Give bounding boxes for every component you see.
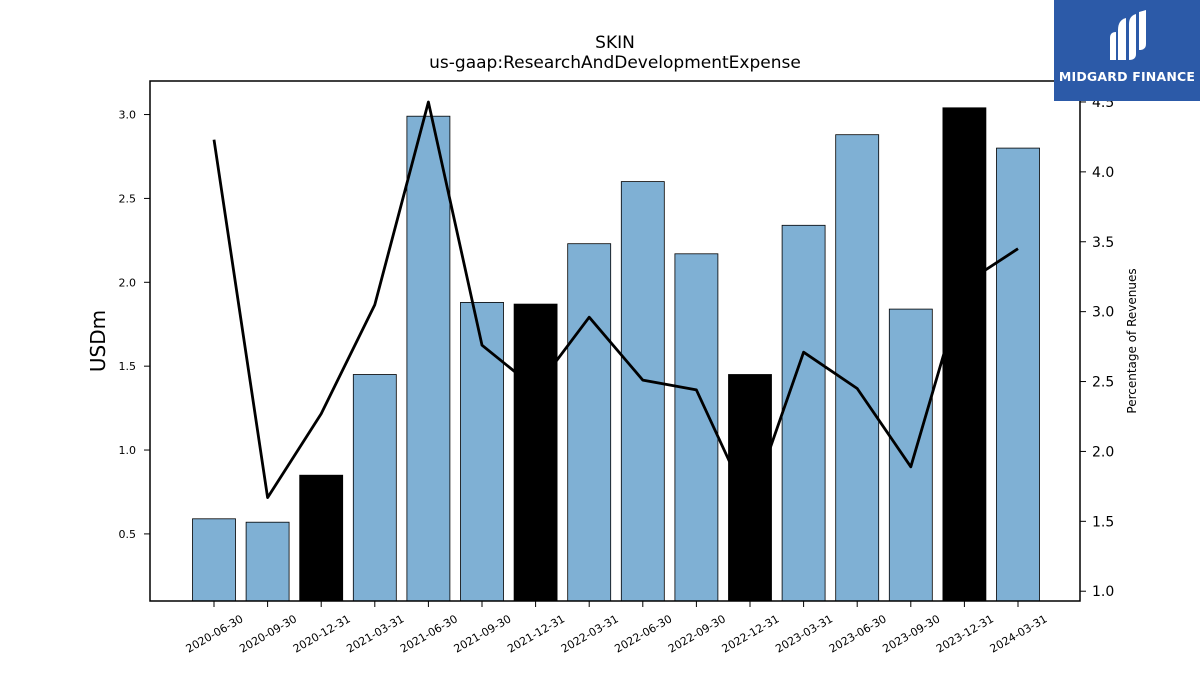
bar-2023-09-30: [888, 308, 933, 602]
y-right-tick-label: 1.0: [1092, 584, 1114, 600]
midgard-logo-icon: [1110, 10, 1146, 60]
x-tick-label: 2020-09-30: [237, 612, 299, 655]
y-tick-label: 2.0: [119, 276, 137, 289]
y-tick-label: 0.5: [119, 528, 137, 541]
bar-2022-12-31: [728, 374, 772, 602]
bar-2020-06-30: [192, 518, 236, 602]
x-tick-label: 2022-12-31: [720, 612, 782, 655]
y-tick-label: 3.0: [119, 109, 137, 122]
bar-2023-03-31: [781, 224, 826, 602]
x-tick-label: 2023-06-30: [827, 612, 889, 655]
bar-2021-12-31: [513, 303, 558, 602]
x-tick-label: 2021-09-30: [452, 612, 514, 655]
y-right-tick-label: 1.5: [1092, 514, 1114, 530]
bars-layer: [192, 107, 1040, 602]
x-tick-label: 2024-03-31: [988, 612, 1050, 655]
y-tick-label: 1.0: [119, 444, 137, 457]
x-tick-label: 2023-12-31: [934, 612, 996, 655]
x-tick-label: 2020-12-31: [291, 612, 353, 655]
x-tick-label: 2022-06-30: [612, 612, 674, 655]
percentage-line: [212, 100, 1019, 508]
y-axis-left: 0.5 1.0 1.5 2.0 2.5 3.0: [119, 109, 150, 541]
y-tick-label: 2.5: [119, 192, 137, 205]
plot-frame: [149, 80, 1081, 602]
x-tick-label: 2021-12-31: [505, 612, 567, 655]
bar-2021-03-31: [352, 374, 397, 602]
bar-2020-09-30: [245, 521, 290, 602]
x-axis: 2020-06-302020-09-302020-12-312021-03-31…: [184, 601, 1050, 656]
x-tick-label: 2023-09-30: [880, 612, 942, 655]
x-tick-label: 2020-06-30: [184, 612, 246, 655]
y-right-tick-label: 2.0: [1092, 444, 1114, 460]
y-right-tick-label: 4.0: [1092, 165, 1114, 181]
line-layer: [212, 100, 1019, 508]
chart-subtitle: us-gaap:ResearchAndDevelopmentExpense: [429, 53, 801, 73]
chart-title: SKIN: [595, 33, 635, 53]
logo-text: MIDGARD FINANCE: [1058, 69, 1196, 84]
y-axis-label: USDm: [86, 310, 110, 372]
bar-2020-12-31: [299, 474, 344, 602]
y-right-tick-label: 2.5: [1092, 375, 1114, 391]
x-tick-label: 2021-03-31: [344, 612, 406, 655]
y-axis-right-label: Percentage of Revenues: [1125, 268, 1139, 413]
y-right-tick-label: 3.5: [1092, 235, 1114, 251]
bar-2022-06-30: [620, 181, 665, 602]
midgard-finance-logo: MIDGARD FINANCE: [1054, 0, 1200, 101]
bar-2021-09-30: [460, 301, 504, 602]
bar-2023-06-30: [835, 134, 880, 602]
x-tick-label: 2022-09-30: [666, 612, 728, 655]
bar-2024-03-31: [996, 147, 1040, 602]
bar-2022-09-30: [674, 253, 719, 602]
y-right-tick-label: 3.0: [1092, 305, 1114, 321]
bar-2023-12-31: [942, 107, 987, 602]
y-axis-right: 1.01.52.02.53.03.54.04.5: [1080, 95, 1114, 600]
x-tick-label: 2022-03-31: [559, 612, 621, 655]
bar-2022-03-31: [567, 243, 612, 602]
x-tick-label: 2021-06-30: [398, 612, 460, 655]
y-tick-label: 1.5: [119, 360, 137, 373]
x-tick-label: 2023-03-31: [773, 612, 835, 655]
bar-2021-06-30: [406, 115, 451, 602]
